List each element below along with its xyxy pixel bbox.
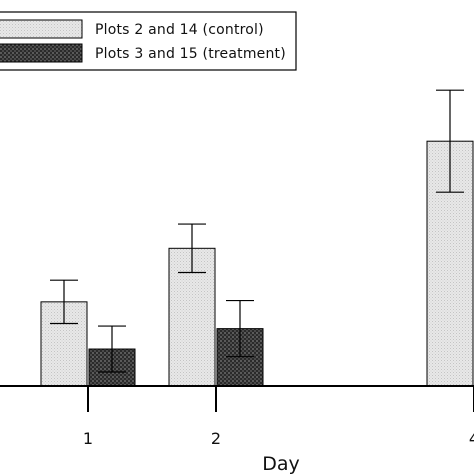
x-tick-label-4: 4 [469, 429, 474, 448]
bars-layer [40, 140, 474, 387]
error-bar-control-day-1 [50, 279, 78, 325]
error-bar-control-day-2 [178, 223, 206, 274]
legend-swatch-treatment [0, 43, 83, 63]
x-axis-label: Day [262, 453, 300, 474]
x-ticks-layer: 1 2 4 [83, 386, 474, 448]
error-bars-layer [50, 89, 464, 373]
legend: Plots 2 and 14 (control) Plots 3 and 15 (… [0, 11, 297, 71]
error-bar-treatment-day-2 [226, 299, 254, 358]
x-tick-label-1: 1 [83, 429, 93, 448]
legend-swatch-control [0, 19, 83, 39]
legend-label-treatment: Plots 3 and 15 (treatment) [95, 46, 286, 62]
legend-label-control: Plots 2 and 14 (control) [95, 22, 264, 38]
error-bar-control-day-4 [436, 89, 464, 193]
x-tick-label-2: 2 [211, 429, 221, 448]
bar-treatment-day-2 [216, 328, 264, 387]
error-bar-treatment-day-1 [98, 325, 126, 373]
